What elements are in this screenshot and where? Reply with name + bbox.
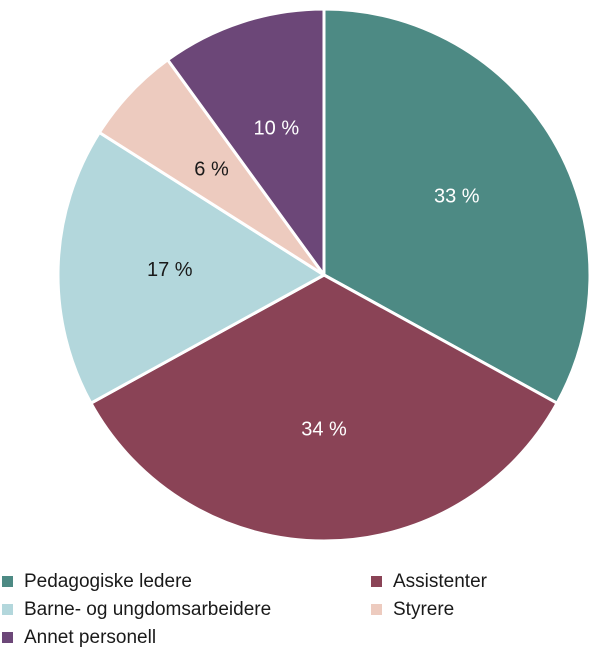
pie-slice-assistenter [89,273,559,543]
data-label-barne-og-ungdomsarbeidere: 17 % [147,259,193,281]
pie-slice-annet-personell [166,7,326,277]
legend-swatch [2,575,13,587]
data-label-annet-personell: 10 % [254,117,300,139]
legend-item-styrere: Styrere [371,596,454,622]
legend-swatch [2,631,13,643]
chart-legend: Pedagogiske ledere Assistenter Barne- og… [0,566,590,661]
data-label-assistenter: 34 % [301,418,347,440]
legend-swatch [2,603,13,615]
data-label-styrere: 6 % [194,158,229,180]
legend-label: Pedagogiske ledere [24,570,192,592]
legend-swatch [371,603,382,615]
data-label-pedagogiske-ledere: 33 % [434,185,480,207]
legend-item-barne-og-ungdomsarbeidere: Barne- og ungdomsarbeidere [2,596,271,622]
legend-label: Annet personell [24,626,157,648]
legend-item-annet-personell: Annet personell [2,624,156,650]
pie-slice-pedagogiske-ledere [322,7,590,405]
legend-label: Styrere [393,598,455,620]
pie-slice-barne-og-ungdomsarbeidere [56,130,326,405]
legend-label: Assistenter [393,570,487,592]
legend-item-pedagogiske-ledere: Pedagogiske ledere [2,568,192,594]
legend-label: Barne- og ungdomsarbeidere [24,598,272,620]
legend-swatch [371,575,382,587]
pie-chart-svg: 33 % 34 % 17 % 6 % 10 % [56,7,590,543]
legend-item-assistenter: Assistenter [371,568,487,594]
